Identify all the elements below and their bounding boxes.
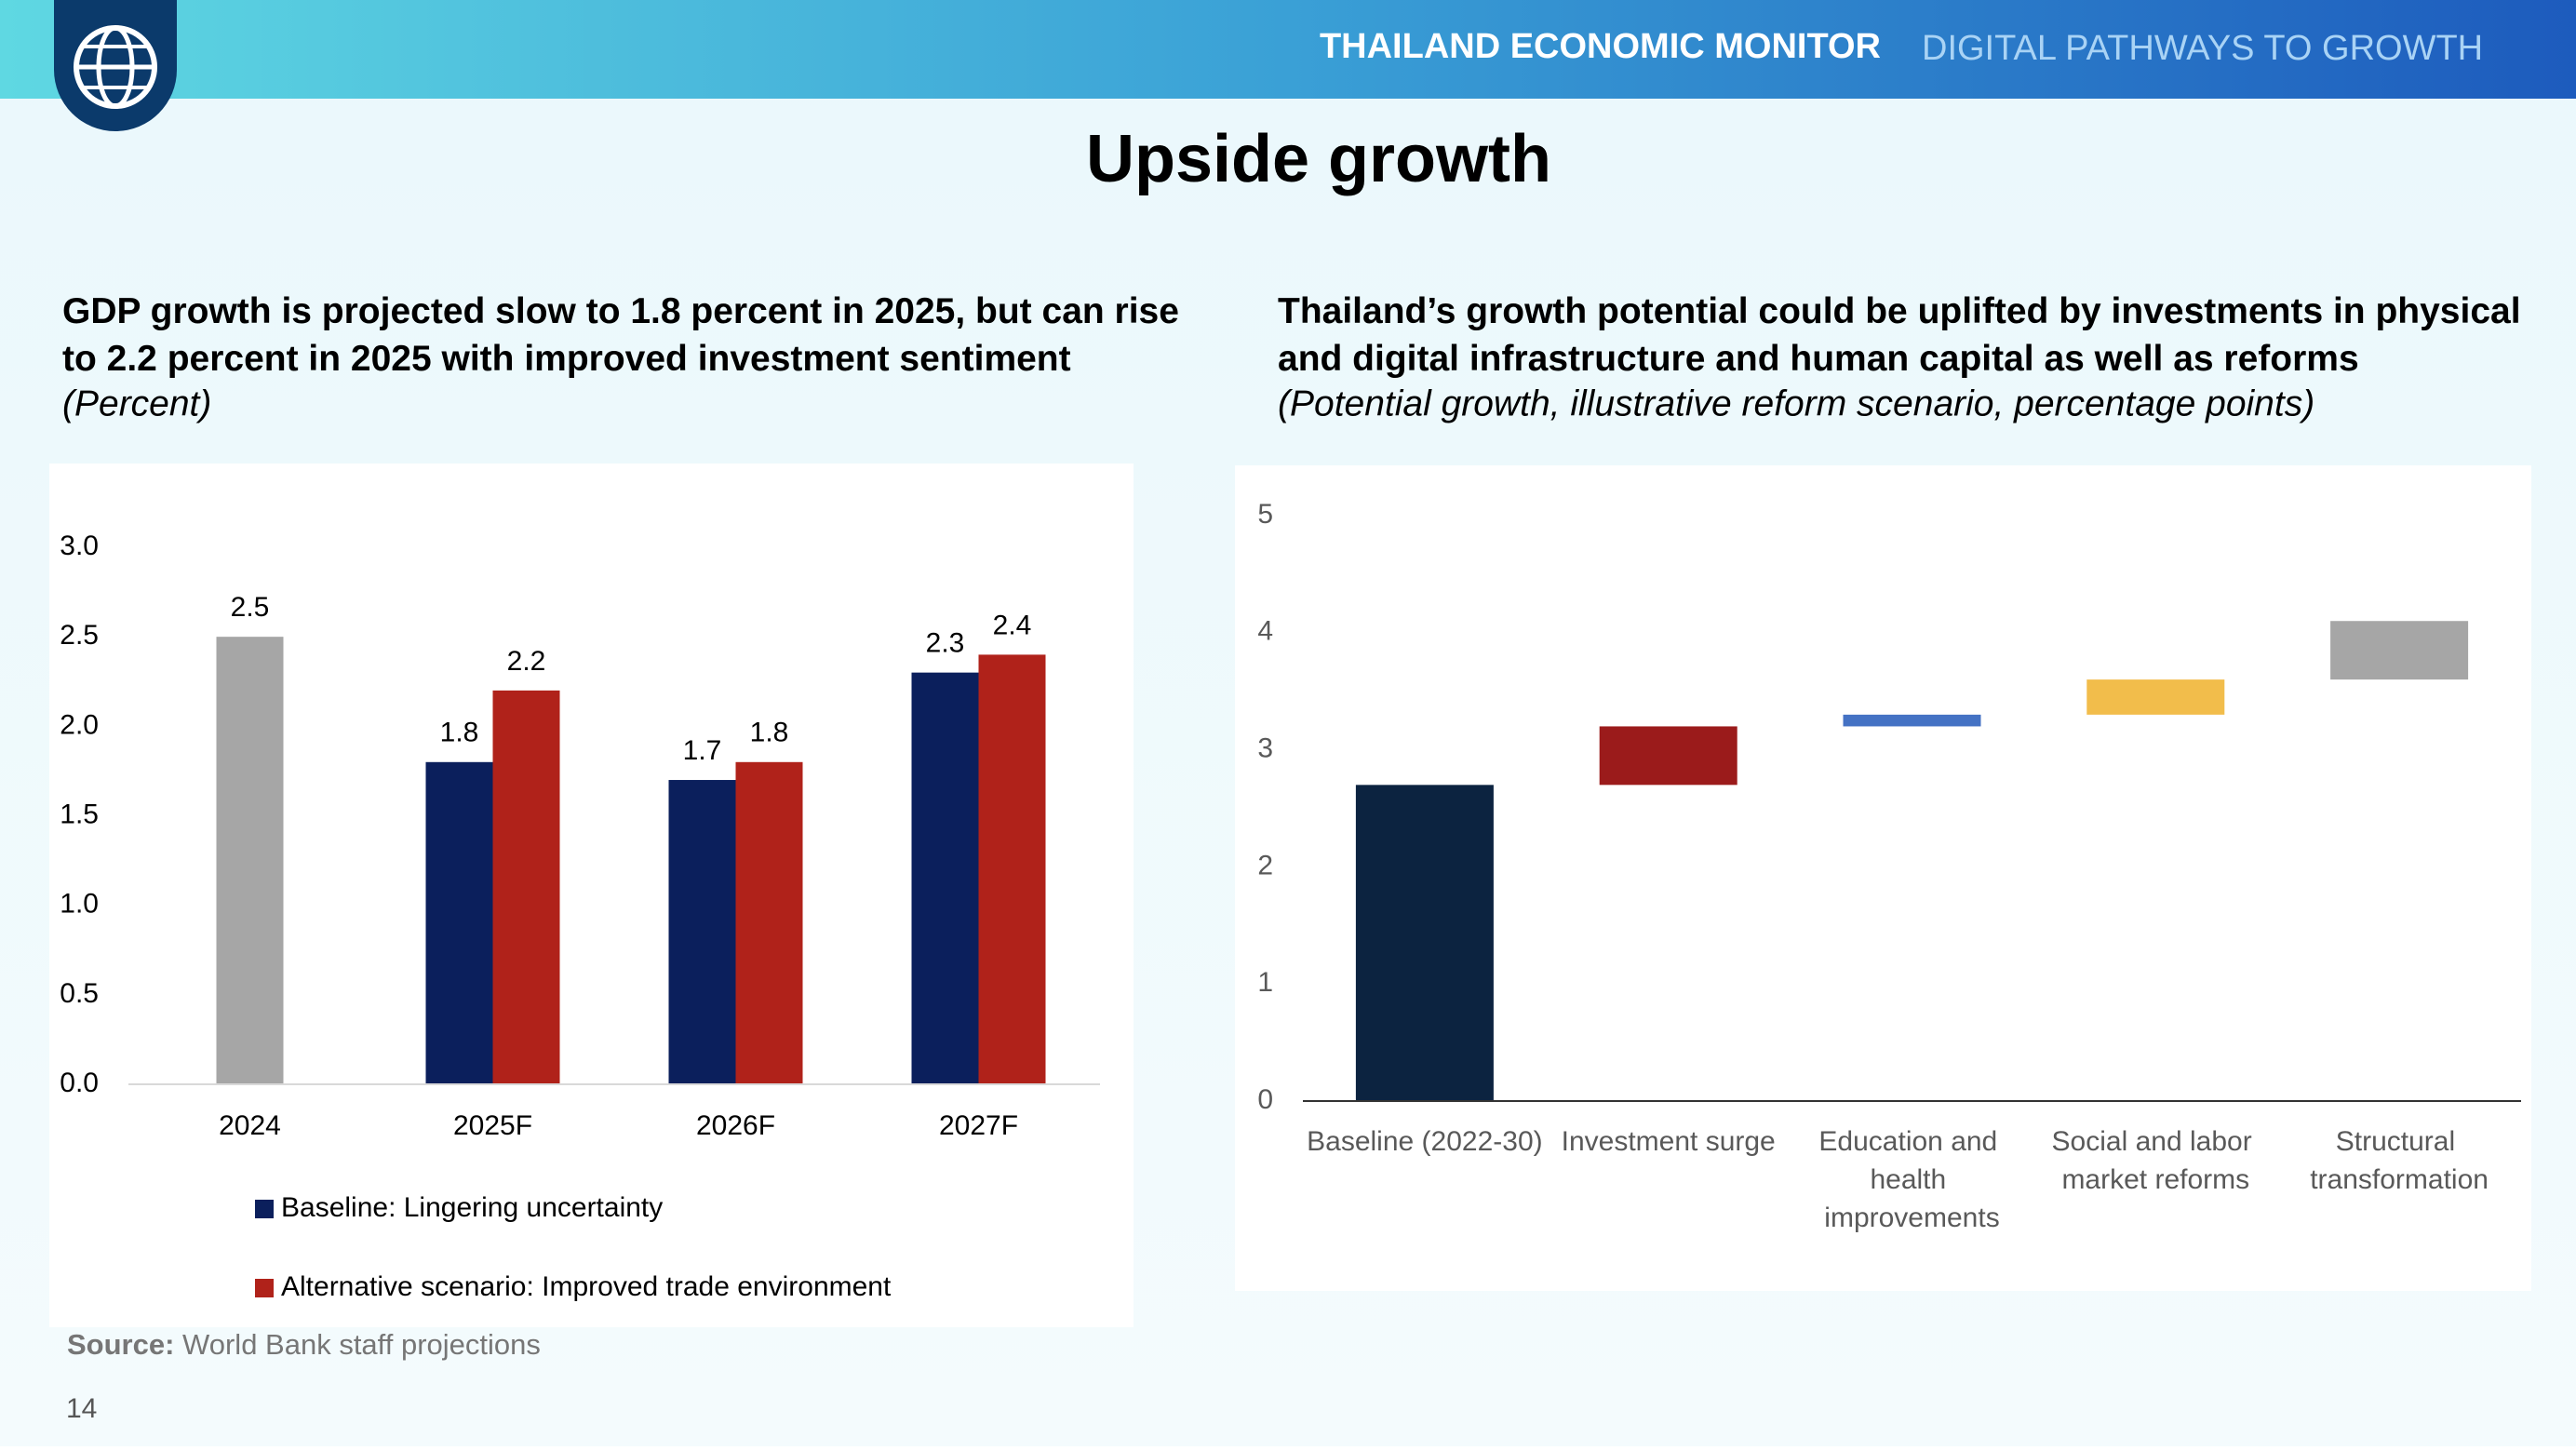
chart-title: GDP growth is projected slow to 1.8 perc…	[62, 291, 1189, 379]
x-tick-label: 2025F	[453, 1110, 532, 1141]
bar	[2330, 621, 2469, 680]
logo	[54, 0, 177, 131]
x-tick-label: Investment surge	[1562, 1126, 1776, 1157]
y-tick-label: 0.5	[60, 978, 99, 1009]
header-title: THAILAND ECONOMIC MONITOR	[1320, 27, 1881, 66]
y-tick-label: 1.0	[60, 889, 99, 920]
y-tick-label: 3	[1257, 733, 1273, 764]
bar	[1599, 726, 1737, 786]
value-label: 2.3	[926, 628, 965, 659]
source: Source: World Bank staff projections	[67, 1328, 541, 1361]
x-tick-label: Baseline (2022-30)	[1307, 1126, 1543, 1157]
bar	[978, 654, 1046, 1084]
x-tick-label: 2026F	[696, 1110, 775, 1141]
bar	[216, 637, 284, 1084]
value-label: 2.2	[507, 646, 546, 677]
value-label: 1.8	[440, 718, 479, 748]
y-tick-label: 4	[1257, 616, 1273, 647]
y-tick-label: 3.0	[60, 531, 99, 561]
value-label: 1.7	[683, 735, 722, 766]
y-tick-label: 2.5	[60, 620, 99, 651]
x-tick-label: Education and health improvements	[1818, 1126, 2005, 1233]
bar	[492, 690, 560, 1084]
y-tick-label: 1.5	[60, 799, 99, 829]
value-label: 2.4	[993, 610, 1032, 640]
x-tick-label: 2024	[219, 1110, 281, 1141]
y-tick-label: 2.0	[60, 709, 99, 740]
y-tick-label: 1	[1257, 967, 1273, 998]
x-tick-label: Social and labor market reforms	[2052, 1126, 2260, 1195]
legend-label: Alternative scenario: Improved trade env…	[281, 1271, 892, 1302]
chart-subtitle: (Potential growth, illustrative reform s…	[1278, 383, 2314, 423]
value-label: 1.8	[750, 718, 789, 748]
bar	[668, 780, 736, 1084]
y-tick-label: 0.0	[60, 1068, 99, 1098]
header-bar	[0, 0, 2576, 99]
header-subtitle: DIGITAL PATHWAYS TO GROWTH	[1922, 29, 2483, 68]
bar	[911, 672, 979, 1084]
bar	[425, 761, 493, 1084]
x-tick-label: Structural transformation	[2310, 1126, 2489, 1195]
y-tick-label: 5	[1257, 499, 1273, 530]
y-tick-label: 2	[1257, 850, 1273, 880]
chart-subtitle: (Percent)	[62, 383, 211, 423]
bar	[2086, 679, 2225, 715]
x-tick-label: 2027F	[939, 1110, 1018, 1141]
legend-swatch	[255, 1279, 274, 1297]
y-tick-label: 0	[1257, 1084, 1273, 1115]
bar	[1843, 714, 1981, 727]
legend-swatch	[255, 1200, 274, 1218]
bar	[1355, 785, 1494, 1101]
legend-label: Baseline: Lingering uncertainty	[281, 1192, 663, 1223]
source-text: World Bank staff projections	[182, 1328, 541, 1361]
chart-title: Thailand’s growth potential could be upl…	[1278, 291, 2530, 379]
bar	[735, 761, 803, 1084]
slide-title: Upside growth	[1086, 122, 1551, 196]
page-number: 14	[66, 1393, 97, 1424]
value-label: 2.5	[231, 592, 270, 623]
source-label: Source:	[67, 1328, 174, 1361]
